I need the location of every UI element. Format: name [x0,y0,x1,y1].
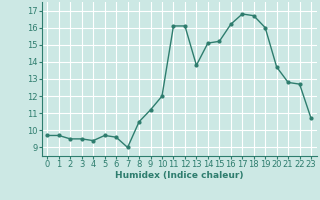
X-axis label: Humidex (Indice chaleur): Humidex (Indice chaleur) [115,171,244,180]
